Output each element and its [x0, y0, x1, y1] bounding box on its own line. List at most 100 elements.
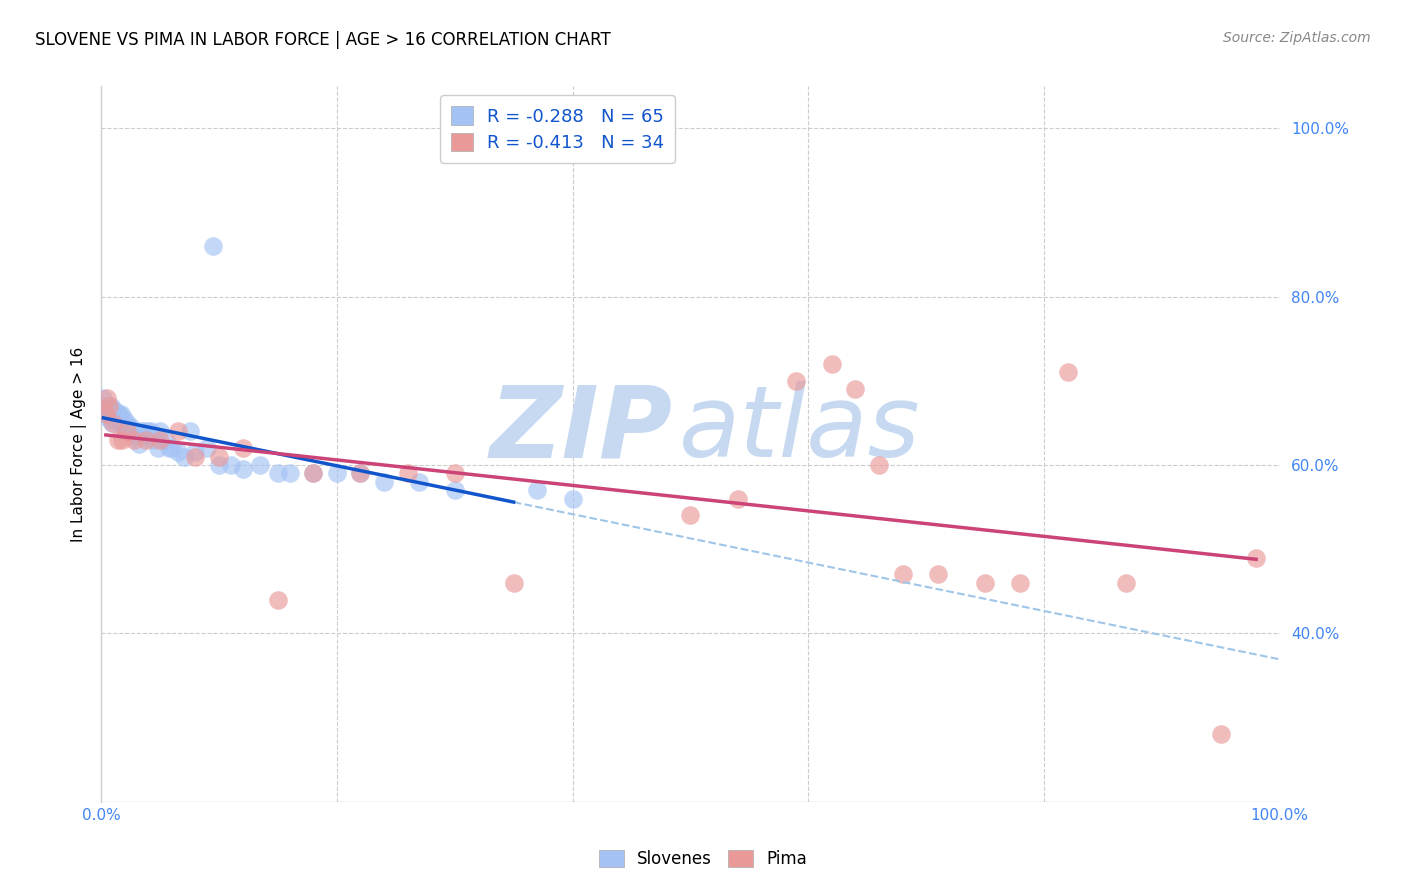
Point: [120, 420, 142, 434]
Point: [98, 399, 121, 413]
Point: [115, 425, 138, 439]
Point: [100, 399, 122, 413]
Point: [104, 408, 127, 422]
Point: [349, 467, 371, 481]
Point: [160, 441, 183, 455]
Point: [195, 441, 218, 455]
Point: [97, 403, 120, 417]
Text: Source: ZipAtlas.com: Source: ZipAtlas.com: [1223, 31, 1371, 45]
Point: [108, 416, 131, 430]
Point: [122, 425, 145, 439]
Point: [326, 467, 349, 481]
Point: [107, 433, 129, 447]
Point: [114, 425, 136, 439]
Point: [179, 425, 201, 439]
Point: [104, 411, 127, 425]
Text: atlas: atlas: [679, 381, 921, 478]
Point: [155, 433, 177, 447]
Point: [122, 433, 145, 447]
Point: [267, 592, 290, 607]
Point: [974, 575, 997, 590]
Point: [98, 408, 121, 422]
Point: [443, 483, 465, 498]
Point: [349, 467, 371, 481]
Legend: Slovenes, Pima: Slovenes, Pima: [592, 843, 814, 875]
Point: [1115, 575, 1137, 590]
Text: ZIP: ZIP: [489, 381, 672, 478]
Point: [128, 437, 150, 451]
Point: [129, 425, 152, 439]
Point: [868, 458, 890, 472]
Point: [105, 408, 128, 422]
Point: [927, 567, 949, 582]
Point: [184, 445, 207, 459]
Point: [101, 403, 124, 417]
Point: [443, 467, 465, 481]
Point: [208, 450, 231, 464]
Point: [135, 433, 157, 447]
Point: [117, 420, 139, 434]
Point: [408, 475, 430, 489]
Point: [96, 403, 118, 417]
Point: [96, 408, 118, 422]
Point: [679, 508, 702, 523]
Point: [1056, 366, 1078, 380]
Point: [108, 411, 131, 425]
Point: [727, 491, 749, 506]
Point: [1010, 575, 1032, 590]
Point: [149, 433, 172, 447]
Point: [111, 416, 134, 430]
Point: [143, 433, 166, 447]
Point: [821, 357, 844, 371]
Point: [302, 467, 325, 481]
Point: [202, 239, 225, 253]
Point: [149, 425, 172, 439]
Point: [184, 450, 207, 464]
Point: [107, 408, 129, 422]
Point: [278, 467, 301, 481]
Text: SLOVENE VS PIMA IN LABOR FORCE | AGE > 16 CORRELATION CHART: SLOVENE VS PIMA IN LABOR FORCE | AGE > 1…: [35, 31, 610, 49]
Point: [101, 408, 124, 422]
Point: [100, 408, 122, 422]
Point: [115, 416, 138, 430]
Point: [208, 458, 231, 472]
Point: [98, 411, 121, 425]
Y-axis label: In Labor Force | Age > 16: In Labor Force | Age > 16: [72, 346, 87, 541]
Point: [93, 391, 115, 405]
Legend: R = -0.288   N = 65, R = -0.413   N = 34: R = -0.288 N = 65, R = -0.413 N = 34: [440, 95, 675, 163]
Point: [249, 458, 271, 472]
Point: [105, 411, 128, 425]
Point: [132, 425, 155, 439]
Point: [94, 408, 117, 422]
Point: [101, 416, 124, 430]
Point: [561, 491, 583, 506]
Point: [125, 428, 148, 442]
Point: [166, 425, 188, 439]
Point: [219, 458, 242, 472]
Point: [122, 425, 145, 439]
Point: [135, 428, 157, 442]
Point: [139, 425, 162, 439]
Point: [173, 450, 195, 464]
Point: [108, 408, 131, 422]
Point: [502, 575, 524, 590]
Point: [146, 441, 169, 455]
Point: [396, 467, 419, 481]
Point: [159, 441, 181, 455]
Point: [526, 483, 548, 498]
Point: [94, 408, 117, 422]
Point: [785, 374, 807, 388]
Point: [232, 441, 254, 455]
Point: [166, 445, 188, 459]
Point: [891, 567, 914, 582]
Point: [93, 399, 115, 413]
Point: [110, 408, 132, 422]
Point: [100, 416, 122, 430]
Point: [112, 411, 135, 425]
Point: [232, 462, 254, 476]
Point: [373, 475, 395, 489]
Point: [111, 433, 134, 447]
Point: [96, 391, 118, 405]
Point: [267, 467, 290, 481]
Point: [136, 425, 159, 439]
